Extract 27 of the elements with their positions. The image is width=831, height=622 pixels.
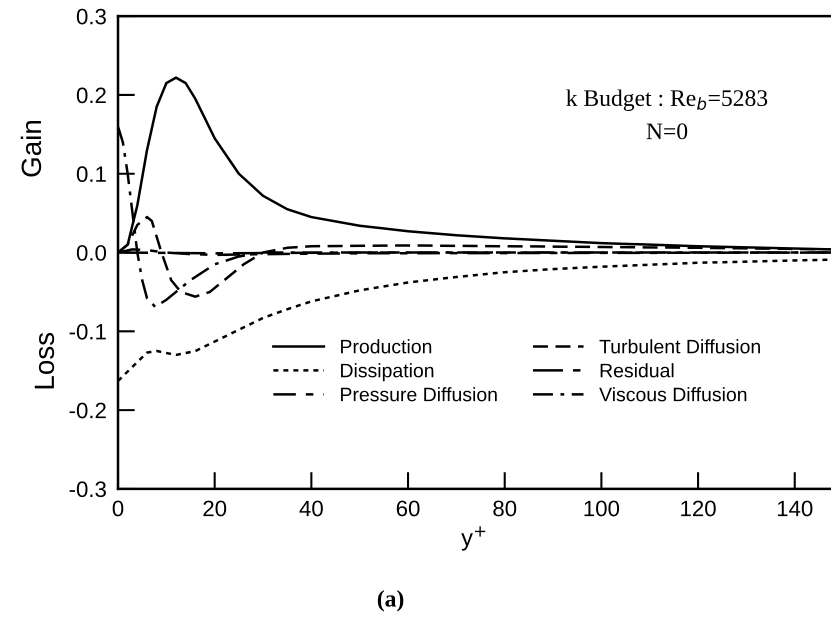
- y-tick-label: 0.0: [76, 245, 106, 261]
- x-tick-label: 20: [203, 500, 226, 516]
- y-tick-label: -0.3: [70, 481, 106, 498]
- y-tick-label: 0.1: [76, 166, 106, 182]
- x-tick-label: 40: [300, 500, 323, 516]
- x-tick-label: 120: [681, 500, 716, 516]
- x-tick-label: 60: [396, 500, 420, 516]
- y-tick-label: -0.1: [70, 324, 106, 340]
- x-axis-title: y$^{+}$: [461, 526, 486, 551]
- legend-label: Production: [341, 339, 432, 354]
- x-tick-label: 140: [778, 500, 812, 516]
- legend-label: Viscous Diffusion: [599, 387, 746, 402]
- annotation: k Budget : Re$_{b}$=5283: [566, 89, 768, 111]
- legend-label: Pressure Diffusion: [341, 387, 497, 402]
- y-tick-label: 0.2: [76, 87, 106, 104]
- text: (a): [378, 590, 404, 612]
- y-tick-label: -0.2: [70, 402, 106, 418]
- y-tick-label: 0.3: [76, 8, 106, 24]
- x-tick-label: 0: [112, 500, 124, 516]
- x-tick-label: 80: [493, 500, 516, 516]
- text: Loss: [34, 332, 54, 388]
- legend-label: Turbulent Diffusion: [600, 339, 760, 354]
- legend-label: Dissipation: [341, 363, 434, 382]
- x-tick-label: 100: [584, 500, 620, 516]
- legend-label: Residual: [600, 363, 674, 378]
- annotation: N=0: [646, 123, 688, 140]
- y-axis-title: Gain: [20, 120, 42, 176]
